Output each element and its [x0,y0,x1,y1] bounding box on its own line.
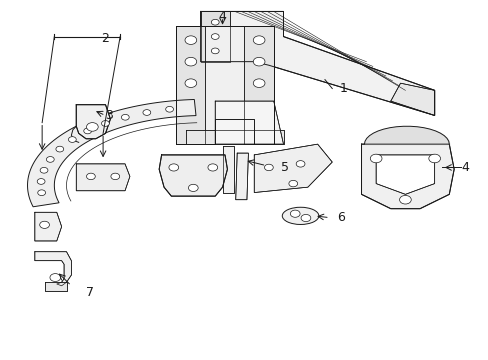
Polygon shape [35,252,71,286]
Circle shape [296,161,305,167]
Polygon shape [27,99,196,207]
Polygon shape [35,212,61,241]
Polygon shape [200,12,229,62]
Circle shape [37,179,45,184]
Text: 4: 4 [461,161,468,174]
Polygon shape [235,153,248,200]
Polygon shape [76,164,130,191]
Circle shape [211,48,219,54]
Text: 3: 3 [105,109,113,122]
Ellipse shape [282,207,318,225]
Circle shape [290,210,300,217]
Circle shape [83,128,91,134]
Circle shape [369,154,381,163]
Circle shape [207,164,217,171]
Circle shape [86,173,95,180]
Circle shape [142,110,150,115]
Text: 2: 2 [102,32,109,45]
Polygon shape [361,144,453,209]
Circle shape [40,167,48,173]
Circle shape [68,137,76,143]
Polygon shape [185,130,283,144]
Polygon shape [254,144,331,193]
Polygon shape [76,105,110,139]
Polygon shape [215,101,283,144]
Text: 5: 5 [281,161,288,174]
Circle shape [253,57,264,66]
Circle shape [121,114,129,120]
Circle shape [184,57,196,66]
Circle shape [40,221,49,228]
Circle shape [211,34,219,40]
Text: 4: 4 [218,10,226,23]
Polygon shape [390,83,434,116]
Polygon shape [176,26,273,144]
Circle shape [188,184,198,192]
Circle shape [264,164,273,171]
Circle shape [428,154,440,163]
Circle shape [211,19,219,25]
Circle shape [399,195,410,204]
Circle shape [56,146,63,152]
Circle shape [184,36,196,44]
Polygon shape [176,26,205,144]
Circle shape [168,164,178,171]
Polygon shape [44,282,66,291]
Text: 1: 1 [339,82,347,95]
Circle shape [102,121,109,126]
Circle shape [165,107,173,112]
Circle shape [253,36,264,44]
Circle shape [38,190,45,195]
Polygon shape [222,146,233,193]
Circle shape [46,157,54,162]
Text: 6: 6 [336,211,345,224]
Polygon shape [244,26,273,144]
Circle shape [86,123,98,131]
Text: 7: 7 [86,287,94,300]
Circle shape [253,79,264,87]
Circle shape [288,180,297,187]
Circle shape [301,215,310,222]
Polygon shape [200,12,434,116]
Circle shape [50,274,61,282]
Circle shape [111,173,120,180]
Circle shape [184,79,196,87]
Polygon shape [159,155,227,196]
Polygon shape [375,155,434,194]
